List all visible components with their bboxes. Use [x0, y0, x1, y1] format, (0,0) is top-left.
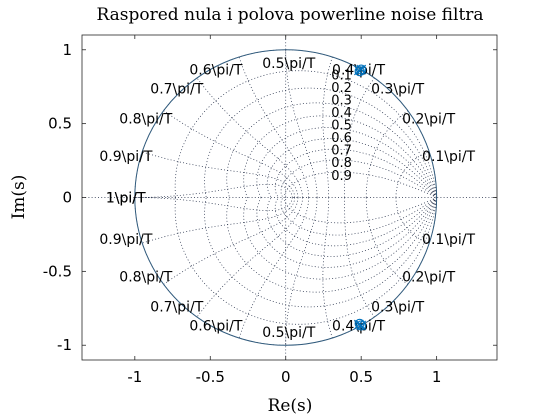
y-tick-label: 1 — [62, 41, 72, 59]
zeta-label: 0.7 — [331, 144, 352, 159]
natural-frequency-curve — [395, 197, 430, 244]
unit-circle-line — [134, 49, 438, 346]
wn-label: 0.3\pi/T — [371, 299, 424, 315]
pole-marker — [353, 65, 364, 76]
natural-frequency-curve — [196, 77, 303, 198]
zeta-curve — [204, 87, 437, 198]
zeta-label: 0.5 — [331, 119, 352, 134]
unit-circle — [134, 49, 438, 346]
x-tick-label: -0.5 — [196, 368, 225, 386]
zero-marker — [356, 320, 367, 331]
wn-label: 0.2\pi/T — [402, 111, 455, 127]
y-tick-label: -0.5 — [43, 262, 72, 280]
wn-label: 0.8\pi/T — [119, 111, 172, 127]
zeta-curve — [284, 197, 437, 224]
zeta-curve — [204, 197, 437, 308]
x-tick-label: 0 — [281, 368, 291, 386]
zeta-label: 0.8 — [331, 156, 352, 171]
pole-marker — [356, 320, 367, 331]
x-tick-label: -1 — [127, 368, 142, 386]
zeta-label: 0.2 — [331, 81, 352, 96]
wn-label: 0.1\pi/T — [422, 149, 475, 165]
zero-marker — [354, 66, 365, 77]
natural-frequency-curve — [196, 197, 303, 318]
wn-label: 0.8\pi/T — [119, 270, 172, 286]
wn-label: 0.9\pi/T — [99, 149, 152, 165]
zero-marker — [356, 64, 367, 75]
x-axis-label: Re(s) — [268, 396, 313, 416]
natural-frequency-curve — [344, 77, 375, 198]
wn-label: 1\pi/T — [106, 191, 146, 207]
natural-frequency-curve — [142, 151, 296, 198]
damping-ratio-labels: 0.10.20.30.40.50.60.70.80.9 — [331, 68, 352, 183]
wn-label: 0.7\pi/T — [150, 82, 203, 98]
zeta-curve — [243, 115, 437, 198]
wn-label: 0.5\pi/T — [262, 325, 315, 341]
x-tick-label: 0.5 — [349, 368, 373, 386]
y-axis-ticks: -1 -0.5 0 0.5 1 — [43, 41, 497, 354]
wn-label: 0.9\pi/T — [99, 232, 152, 248]
zeta-label: 0.6 — [331, 131, 352, 146]
zeta-curve — [284, 171, 437, 198]
chart-title: Raspored nula i polova powerline noise f… — [96, 5, 483, 25]
wn-label: 0.6\pi/T — [189, 319, 242, 335]
zeta-curve — [266, 138, 437, 198]
zeta-label: 0.9 — [331, 169, 352, 184]
zeta-curve — [174, 197, 437, 325]
zeta-curve — [174, 70, 437, 198]
y-axis-label: Im(s) — [9, 175, 29, 220]
wn-label: 0.4\pi/T — [332, 319, 385, 335]
natural-frequency-curve — [365, 197, 409, 285]
y-tick-label: 0.5 — [48, 115, 72, 133]
wn-label: 0.1\pi/T — [422, 232, 475, 248]
natural-frequency-curve — [344, 197, 375, 318]
y-tick-label: 0 — [62, 189, 72, 207]
natural-frequency-curve — [285, 49, 318, 198]
wn-label: 0.3\pi/T — [371, 82, 424, 98]
x-axis-ticks: -1 -0.5 0 0.5 1 — [127, 35, 441, 386]
wn-label: 0.2\pi/T — [402, 270, 455, 286]
pole-zero-markers — [353, 64, 367, 331]
pole-marker — [353, 319, 364, 330]
zeta-label: 0.1 — [331, 68, 352, 83]
wn-label: 0.5\pi/T — [262, 56, 315, 72]
zero-marker — [354, 318, 365, 329]
natural-frequency-curve — [365, 110, 409, 198]
natural-frequency-curve — [134, 183, 293, 198]
natural-frequency-curve — [134, 197, 293, 212]
y-tick-label: -1 — [57, 336, 72, 354]
zeta-curve — [266, 197, 437, 257]
zeta-curve — [243, 197, 437, 280]
natural-frequency-curve — [142, 197, 296, 244]
pole-marker — [356, 64, 367, 75]
plot-area: 0.1\pi/T 0.2\pi/T 0.3\pi/T 0.4\pi/T 0.5\pi/T… — [81, 34, 498, 361]
zeta-label: 0.3 — [331, 93, 352, 108]
x-tick-label: 1 — [432, 368, 442, 386]
natural-frequency-curve — [395, 151, 430, 198]
wn-label: 0.6\pi/T — [189, 62, 242, 78]
wn-label: 0.7\pi/T — [150, 299, 203, 315]
zeta-label: 0.4 — [331, 106, 352, 121]
natural-frequency-curve — [285, 197, 318, 346]
wn-label: 1\pi/T — [106, 191, 146, 207]
natural-frequency-labels: 0.1\pi/T 0.2\pi/T 0.3\pi/T 0.4\pi/T 0.5\pi/T… — [99, 56, 475, 341]
